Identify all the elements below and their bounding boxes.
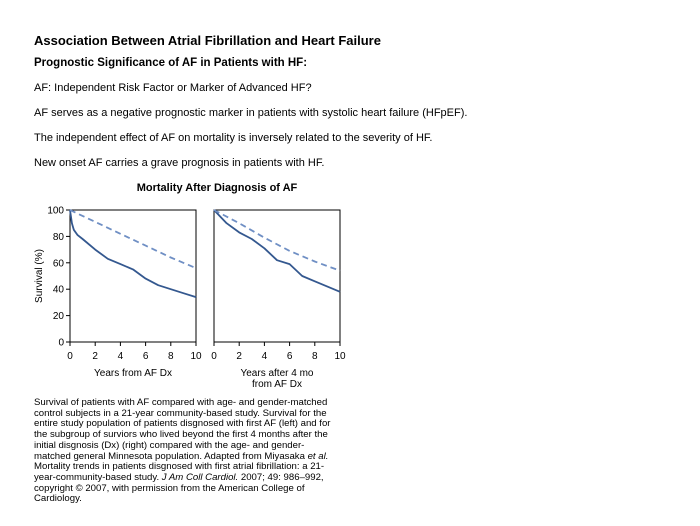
caption-line: entire study population of patients disg… bbox=[34, 418, 331, 430]
y-tick-label: 0 bbox=[58, 338, 64, 349]
caption-text: 2007; 49: 986–992, bbox=[238, 471, 324, 483]
y-tick-label: 60 bbox=[53, 258, 65, 269]
caption-line: Mortality trends in patients disgnosed w… bbox=[34, 461, 325, 473]
caption-line: initial disgnosis (Dx) (right) compared … bbox=[34, 439, 305, 451]
x-axis-label: Years after 4 mo bbox=[240, 368, 313, 379]
x-tick-label: 2 bbox=[92, 351, 98, 362]
caption-line: year-community-based study. J Am Coll Ca… bbox=[34, 471, 374, 484]
x-tick-label: 6 bbox=[287, 351, 293, 362]
chart-title: Mortality After Diagnosis of AF bbox=[136, 182, 298, 194]
caption-text: matched general Minnesota population. Ad… bbox=[34, 450, 308, 462]
caption-italic: J Am Coll Cardiol. bbox=[161, 471, 239, 483]
bullet-line-4: New onset AF carries a grave prognosis i… bbox=[34, 157, 325, 169]
y-tick-label: 20 bbox=[53, 311, 65, 322]
caption-line: the subgroup of surviors who lived beyon… bbox=[34, 429, 328, 441]
caption-line: matched general Minnesota population. Ad… bbox=[34, 450, 374, 463]
x-tick-label: 0 bbox=[211, 351, 217, 362]
af-survival-line bbox=[213, 209, 341, 293]
x-tick-label: 0 bbox=[67, 351, 73, 362]
panel-frame bbox=[213, 209, 341, 343]
y-axis-label: Survival (%) bbox=[34, 249, 45, 303]
x-tick-label: 4 bbox=[262, 351, 268, 362]
y-tick-label: 40 bbox=[53, 285, 65, 296]
bullet-line-1: AF: Independent Risk Factor or Marker of… bbox=[34, 82, 312, 94]
x-tick-label: 4 bbox=[118, 351, 124, 362]
x-axis-label: Years from AF Dx bbox=[94, 368, 172, 379]
bullet-line-3: The independent effect of AF on mortalit… bbox=[34, 132, 433, 144]
af-survival-line bbox=[69, 209, 197, 298]
caption-line: control subjects in a 21-year community-… bbox=[34, 407, 327, 419]
caption-line: copyright © 2007, with permission from t… bbox=[34, 482, 305, 494]
caption-text: year-community-based study. bbox=[34, 471, 162, 483]
x-tick-label: 8 bbox=[168, 351, 174, 362]
x-tick-label: 6 bbox=[143, 351, 149, 362]
caption-italic: et al. bbox=[307, 450, 329, 462]
page-title: Association Between Atrial Fibrillation … bbox=[34, 33, 381, 48]
x-tick-label: 8 bbox=[312, 351, 318, 362]
bullet-line-2: AF serves as a negative prognostic marke… bbox=[34, 107, 468, 119]
caption-line: Survival of patients with AF compared wi… bbox=[34, 397, 328, 408]
reference-survival-line bbox=[213, 209, 341, 272]
x-axis-label: from AF Dx bbox=[252, 379, 302, 390]
panel-frame bbox=[69, 209, 197, 343]
x-tick-label: 2 bbox=[236, 351, 242, 362]
y-tick-label: 100 bbox=[47, 206, 64, 217]
reference-survival-line bbox=[69, 209, 197, 269]
section-subtitle: Prognostic Significance of AF in Patient… bbox=[34, 57, 308, 69]
caption-line: Cardiology. bbox=[34, 493, 82, 505]
x-tick-label: 10 bbox=[334, 351, 346, 362]
x-tick-label: 10 bbox=[190, 351, 202, 362]
y-tick-label: 80 bbox=[53, 232, 65, 243]
figure-caption: Survival of patients with AF compared wi… bbox=[34, 397, 374, 505]
